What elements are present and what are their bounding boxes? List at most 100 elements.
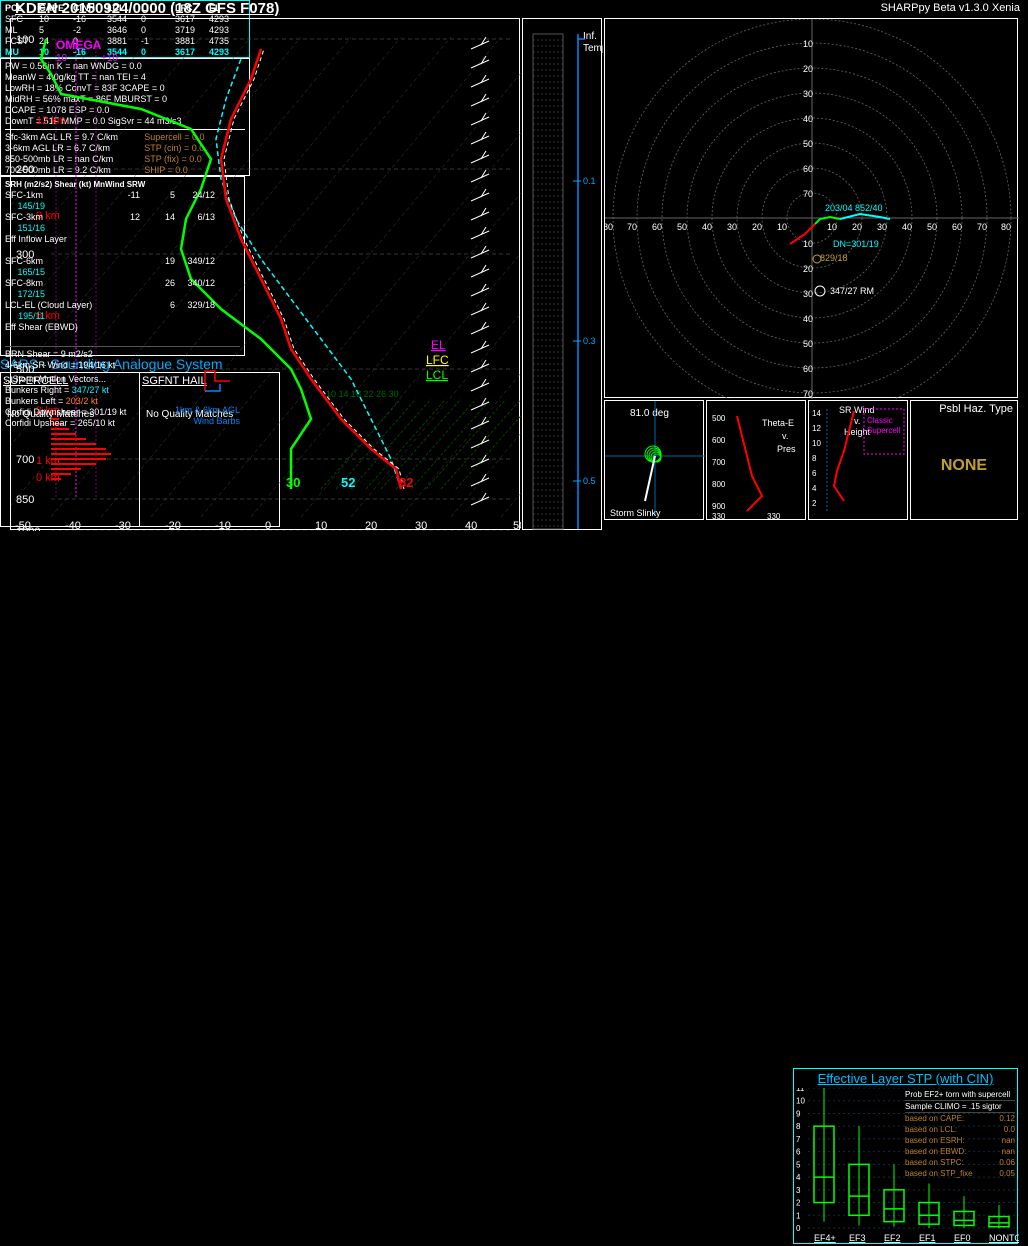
svg-text:-30: -30 (115, 520, 131, 531)
svg-text:40: 40 (803, 114, 813, 124)
svg-text:70: 70 (803, 389, 813, 399)
svg-text:70: 70 (627, 222, 637, 232)
hazard-title: Psbl Haz. Type (911, 401, 1017, 417)
svg-text:EF0: EF0 (954, 1233, 971, 1243)
svg-text:-50: -50 (15, 520, 31, 531)
svg-text:30: 30 (415, 520, 427, 531)
svg-text:EF1: EF1 (919, 1233, 936, 1243)
svg-text:EF4+: EF4+ (814, 1233, 836, 1243)
station-title: KDEN 20150924/0000 (18Z GFS F078) (15, 0, 279, 17)
svg-text:v.: v. (854, 416, 860, 426)
hodograph-panel[interactable]: 70 60 50 40 30 20 10 10 10 20 20 30 30 40 40 50 50 60 60 70… (604, 18, 1018, 398)
svg-text:203/04: 203/04 (825, 203, 853, 213)
slinky-panel: 81.0 degStorm Slinky (604, 400, 704, 520)
svg-text:347/27 RM: 347/27 RM (830, 286, 874, 296)
svg-text:10: 10 (812, 439, 821, 448)
svg-text:700: 700 (16, 454, 34, 466)
svg-text:10: 10 (315, 520, 327, 531)
svg-text:60: 60 (952, 222, 962, 232)
svg-text:852/40: 852/40 (855, 203, 883, 213)
svg-text:10: 10 (803, 39, 813, 49)
svg-text:70: 70 (803, 189, 813, 199)
svg-text:SR Wind: SR Wind (839, 405, 875, 415)
svg-text:Supercell: Supercell (867, 426, 901, 435)
svg-text:14: 14 (812, 409, 821, 418)
svg-text:NONTOR: NONTOR (989, 1233, 1019, 1243)
svg-text:40: 40 (702, 222, 712, 232)
svg-text:330: 330 (712, 512, 726, 521)
svg-text:OMEGA: OMEGA (56, 38, 102, 52)
stp-panel: Effective Layer STP (with CIN) 111098765… (793, 1068, 1018, 1244)
svg-text:-40: -40 (65, 520, 81, 531)
svg-text:8: 8 (812, 454, 817, 463)
svg-text:200: 200 (16, 164, 34, 176)
svg-text:100: 100 (16, 34, 34, 46)
svg-text:v.: v. (782, 431, 788, 441)
kinematic-table: SRH (m2/s2) Shear (kt) MnWind SRWSFC-1km… (0, 176, 245, 356)
svg-text:1: 1 (796, 1211, 801, 1220)
svg-text:10: 10 (827, 222, 837, 232)
svg-text:0.3: 0.3 (583, 336, 596, 346)
svg-text:60: 60 (803, 364, 813, 374)
svg-text:8: 8 (796, 1122, 801, 1131)
svg-text:30: 30 (803, 289, 813, 299)
svg-text:EF3: EF3 (849, 1233, 866, 1243)
svg-text:60: 60 (803, 164, 813, 174)
svg-text:700: 700 (712, 458, 726, 467)
svg-text:6: 6 (812, 469, 817, 478)
svg-text:EL: EL (431, 338, 446, 352)
svg-text:20: 20 (852, 222, 862, 232)
svg-text:40: 40 (902, 222, 912, 232)
svg-text:10: 10 (796, 1097, 805, 1106)
hazard-value: NONE (911, 457, 1017, 475)
svg-text:10: 10 (777, 222, 787, 232)
svg-text:10: 10 (56, 53, 68, 64)
svg-text:7: 7 (796, 1135, 801, 1144)
svg-text:50: 50 (677, 222, 687, 232)
svg-text:0.5: 0.5 (583, 476, 596, 486)
svg-text:20: 20 (803, 64, 813, 74)
svg-text:2: 2 (812, 499, 817, 508)
svg-text:50: 50 (513, 520, 521, 531)
svg-text:330: 330 (767, 512, 781, 521)
svg-text:Classic: Classic (867, 416, 893, 425)
svg-text:20: 20 (365, 520, 377, 531)
svg-text:3: 3 (796, 1186, 801, 1195)
svg-text:LFC: LFC (426, 353, 449, 367)
hazard-panel: Psbl Haz. Type NONE (910, 400, 1018, 520)
version-label: SHARPpy Beta v1.3.0 Xenia (881, 2, 1020, 14)
svg-text:DN=301/19: DN=301/19 (833, 239, 879, 249)
svg-text:Pres: Pres (777, 444, 796, 454)
svg-text:4: 4 (796, 1173, 801, 1182)
svg-text:50: 50 (803, 139, 813, 149)
svg-text:12: 12 (812, 424, 821, 433)
svg-text:50: 50 (927, 222, 937, 232)
svg-text:60: 60 (652, 222, 662, 232)
svg-text:30: 30 (877, 222, 887, 232)
svg-text:0: 0 (796, 1224, 801, 1233)
svg-text:Inf.: Inf. (583, 31, 597, 42)
svg-text:500: 500 (712, 414, 726, 423)
svg-text:12 km: 12 km (36, 115, 66, 127)
svg-text:10: 10 (803, 239, 813, 249)
svg-text:80: 80 (605, 222, 613, 232)
thetae-panel: Theta-Ev.Pres500600700800900330330 (706, 400, 806, 520)
svg-text:6: 6 (796, 1148, 801, 1157)
svg-text:0: 0 (265, 520, 271, 531)
svg-text:20: 20 (803, 264, 813, 274)
svg-text:850: 850 (16, 494, 34, 506)
svg-text:EF2: EF2 (884, 1233, 901, 1243)
svg-text:30: 30 (803, 89, 813, 99)
svg-text:70: 70 (977, 222, 987, 232)
svg-text:Theta-E: Theta-E (762, 418, 794, 428)
svg-text:50: 50 (803, 339, 813, 349)
svg-text:900: 900 (712, 502, 726, 511)
svg-text:800: 800 (712, 480, 726, 489)
svg-text:Storm Slinky: Storm Slinky (610, 508, 661, 518)
inftemp-panel: Inf.Temp.0.10.30.5 (522, 18, 602, 530)
svg-text:52: 52 (341, 475, 355, 490)
svg-text:LCL: LCL (426, 368, 448, 382)
svg-text:0.1: 0.1 (583, 176, 596, 186)
svg-text:829/18: 829/18 (820, 253, 848, 263)
svg-text:-20: -20 (165, 520, 181, 531)
